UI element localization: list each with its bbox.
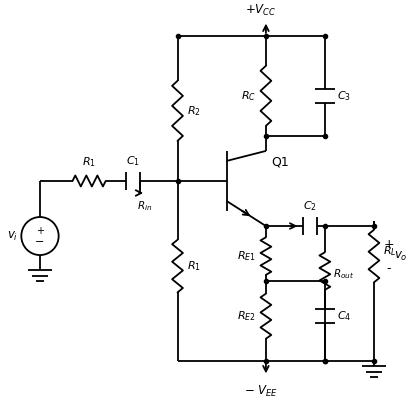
Text: $R_C$: $R_C$ [240,89,256,103]
Text: $R_1$: $R_1$ [82,155,96,169]
Text: $C_1$: $C_1$ [126,154,140,168]
Text: $R_{E1}$: $R_{E1}$ [237,249,256,263]
Text: $C_2$: $C_2$ [302,199,316,213]
Text: $R_{out}$: $R_{out}$ [332,267,353,281]
Text: $C_4$: $C_4$ [336,309,350,323]
Text: $R_1$: $R_1$ [187,259,201,273]
Text: +$V_{CC}$: +$V_{CC}$ [245,3,276,18]
Text: +: + [382,238,393,250]
Text: +: + [36,226,44,236]
Text: $v_i$: $v_i$ [7,229,18,243]
Text: $R_2$: $R_2$ [187,104,201,118]
Text: -: - [386,262,390,274]
Text: $R_{in}$: $R_{in}$ [137,199,153,213]
Text: $-$ $V_{EE}$: $-$ $V_{EE}$ [243,384,277,399]
Text: $R_{E2}$: $R_{E2}$ [237,309,256,323]
Text: $v_o$: $v_o$ [393,250,406,262]
Text: $C_3$: $C_3$ [336,89,350,103]
Text: Q1: Q1 [270,156,288,169]
Text: −: − [35,237,45,247]
Text: $R_L$: $R_L$ [382,244,396,258]
